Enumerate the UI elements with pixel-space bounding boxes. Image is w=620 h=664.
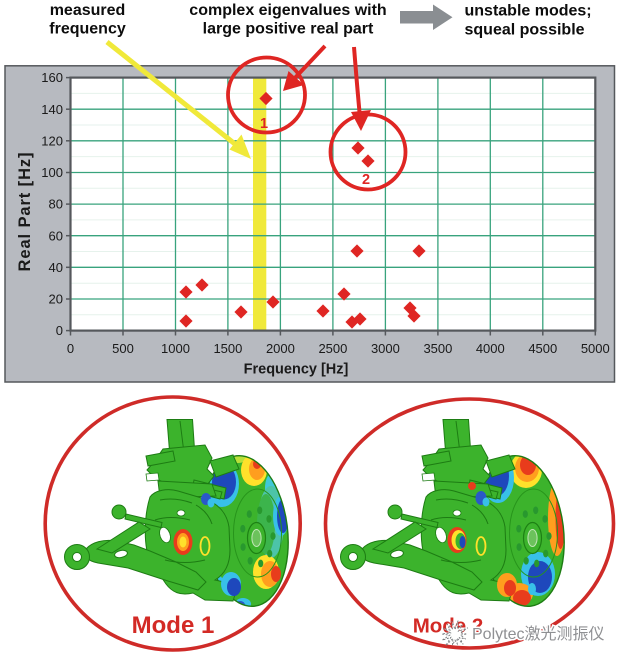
svg-text:60: 60 [49, 228, 63, 243]
svg-text:1500: 1500 [213, 341, 242, 356]
svg-text:Mode 2: Mode 2 [413, 615, 484, 638]
svg-text:large positive real part: large positive real part [203, 21, 374, 38]
svg-text:0: 0 [67, 341, 74, 356]
svg-text:frequency: frequency [49, 21, 126, 38]
svg-text:2500: 2500 [318, 341, 347, 356]
svg-text:5000: 5000 [581, 341, 610, 356]
svg-text:40: 40 [49, 260, 63, 275]
svg-text:Real Part [Hz]: Real Part [Hz] [16, 152, 34, 272]
svg-text:Polytec激光测振仪: Polytec激光测振仪 [472, 625, 604, 643]
svg-text:1: 1 [260, 116, 268, 132]
svg-text:measured: measured [50, 2, 126, 19]
svg-text:complex eigenvalues with: complex eigenvalues with [189, 2, 386, 19]
svg-text:20: 20 [49, 292, 63, 307]
svg-text:100: 100 [41, 165, 63, 180]
svg-text:3000: 3000 [371, 341, 400, 356]
svg-text:2: 2 [362, 172, 370, 188]
svg-text:1000: 1000 [161, 341, 190, 356]
svg-text:unstable modes;: unstable modes; [465, 3, 592, 20]
svg-text:120: 120 [41, 133, 63, 148]
svg-text:Mode 1: Mode 1 [132, 612, 215, 639]
svg-text:80: 80 [49, 197, 63, 212]
svg-text:500: 500 [112, 341, 134, 356]
svg-text:3500: 3500 [423, 341, 452, 356]
svg-text:4500: 4500 [528, 341, 557, 356]
svg-text:140: 140 [41, 102, 63, 117]
svg-text:4000: 4000 [476, 341, 505, 356]
svg-text:160: 160 [41, 70, 63, 85]
svg-text:Frequency [Hz]: Frequency [Hz] [244, 362, 349, 378]
svg-text:squeal possible: squeal possible [465, 22, 585, 39]
svg-text:0: 0 [56, 323, 63, 338]
svg-text:2000: 2000 [266, 341, 295, 356]
